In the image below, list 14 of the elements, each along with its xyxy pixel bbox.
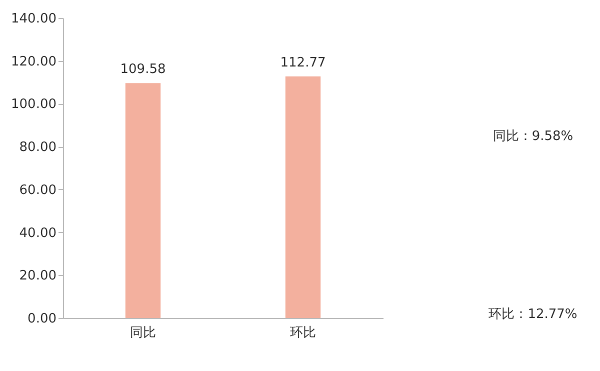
data-label: 112.77 [280, 55, 326, 70]
y-tick-label: 140.00 [11, 12, 56, 26]
y-tick-label: 60.00 [19, 182, 56, 198]
x-tick-label: 环比 [290, 326, 316, 340]
y-tick-label: 100.00 [11, 97, 56, 112]
text: 同比：9.58% [492, 129, 574, 144]
y-tick-label: 0.00 [28, 312, 56, 326]
y-tick-label: 40.00 [19, 226, 56, 241]
text: 环比：12.77% [488, 307, 578, 322]
y-tick-label: 80.00 [19, 140, 56, 156]
x-tick-label: 同比 [130, 326, 156, 340]
data-label: 109.58 [120, 62, 166, 78]
y-tick-label: 120.00 [11, 54, 56, 70]
y-tick-label: 20.00 [19, 268, 56, 284]
